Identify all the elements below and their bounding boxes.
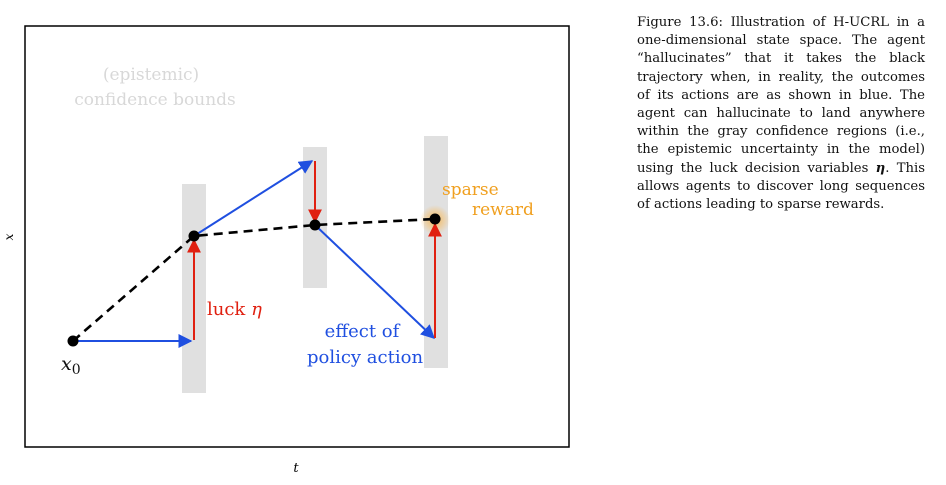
luck-symbol: η	[251, 299, 262, 320]
start-state-subscript: 0	[72, 362, 81, 378]
caption-text: Illustration of H-UCRL in a one-dimensio…	[637, 15, 925, 176]
caption-label: Figure 13.6:	[637, 15, 723, 30]
y-axis-label: x	[2, 233, 16, 240]
x-axis-label: t	[293, 461, 299, 476]
state-dot-3	[309, 219, 321, 231]
policy-action-arrow-2	[193, 160, 314, 237]
state-dot-start	[67, 335, 79, 347]
state-dot-2	[188, 230, 200, 242]
caption-text-end: . This allows agents to discover long se…	[637, 160, 925, 213]
confidence-bounds-label-line1: (epistemic)	[103, 65, 199, 85]
policy-action-label-line2: policy action	[307, 347, 423, 368]
caption-symbol: η	[875, 160, 886, 176]
state-dot-4	[429, 213, 441, 225]
hallucinated-trajectory	[72, 217, 436, 342]
sparse-reward-label-line1: sparse	[442, 180, 499, 200]
confidence-bounds-label-line2: confidence bounds	[74, 90, 236, 110]
sparse-reward-label-line2: reward	[472, 200, 534, 220]
policy-action-arrow-3	[314, 224, 436, 339]
start-state-label: x0	[61, 353, 81, 378]
plot-frame	[24, 25, 570, 448]
luck-label: luck η	[207, 299, 262, 320]
figure-caption: Figure 13.6: Illustration of H-UCRL in a…	[637, 14, 925, 214]
policy-action-label-line1: effect of	[325, 321, 401, 342]
